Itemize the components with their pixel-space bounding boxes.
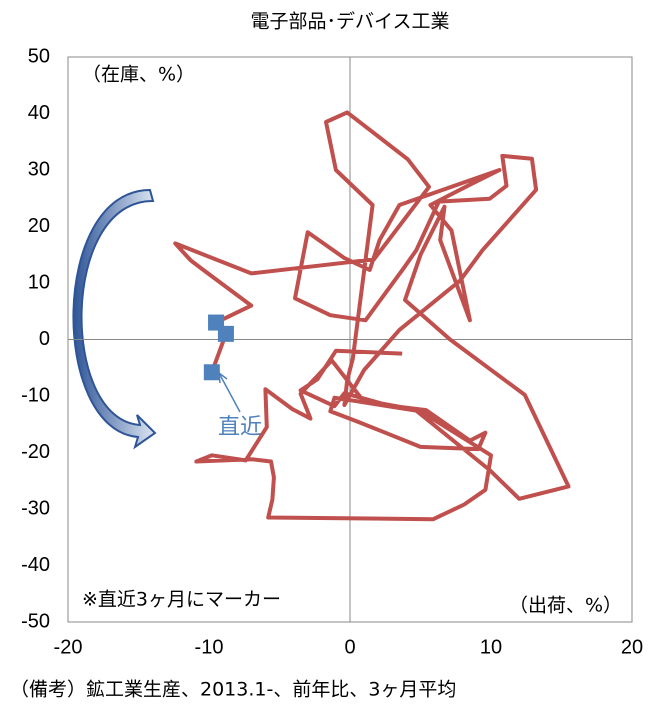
x-tick-label: 20 xyxy=(621,636,643,658)
y-tick-label: 30 xyxy=(28,158,50,180)
y-tick-label: -50 xyxy=(21,610,50,632)
y-tick-label: 0 xyxy=(39,328,50,350)
y-tick-label: -40 xyxy=(21,554,50,576)
y-tick-label: -10 xyxy=(21,384,50,406)
x-annotation: （出荷、%） xyxy=(509,595,622,617)
x-tick-label: 0 xyxy=(344,636,355,658)
y-annotation: （在庫、%） xyxy=(82,64,195,86)
footer: （備考）鉱工業生産、2013.1-、前年比、3ヶ月平均 xyxy=(10,679,456,701)
note: ※直近3ヶ月にマーカー xyxy=(82,589,281,611)
y-tick-label: -20 xyxy=(21,441,50,463)
direction-arrow xyxy=(72,188,157,450)
latest-marker xyxy=(217,325,234,342)
chart-title: 電子部品･デバイス工業 xyxy=(251,11,450,33)
y-tick-label: 50 xyxy=(28,45,50,67)
x-tick-label: -20 xyxy=(54,636,83,658)
latest-marker xyxy=(203,364,220,381)
latest-arrow xyxy=(218,372,241,413)
y-tick-label: 40 xyxy=(28,102,50,124)
y-tick-label: -30 xyxy=(21,497,50,519)
x-tick-label: -10 xyxy=(195,636,224,658)
y-tick-label: 20 xyxy=(28,215,50,237)
trajectory-line xyxy=(173,110,571,522)
y-tick-label: 10 xyxy=(28,271,50,293)
x-tick-label: 10 xyxy=(480,636,502,658)
latest-label: 直近 xyxy=(218,415,262,440)
